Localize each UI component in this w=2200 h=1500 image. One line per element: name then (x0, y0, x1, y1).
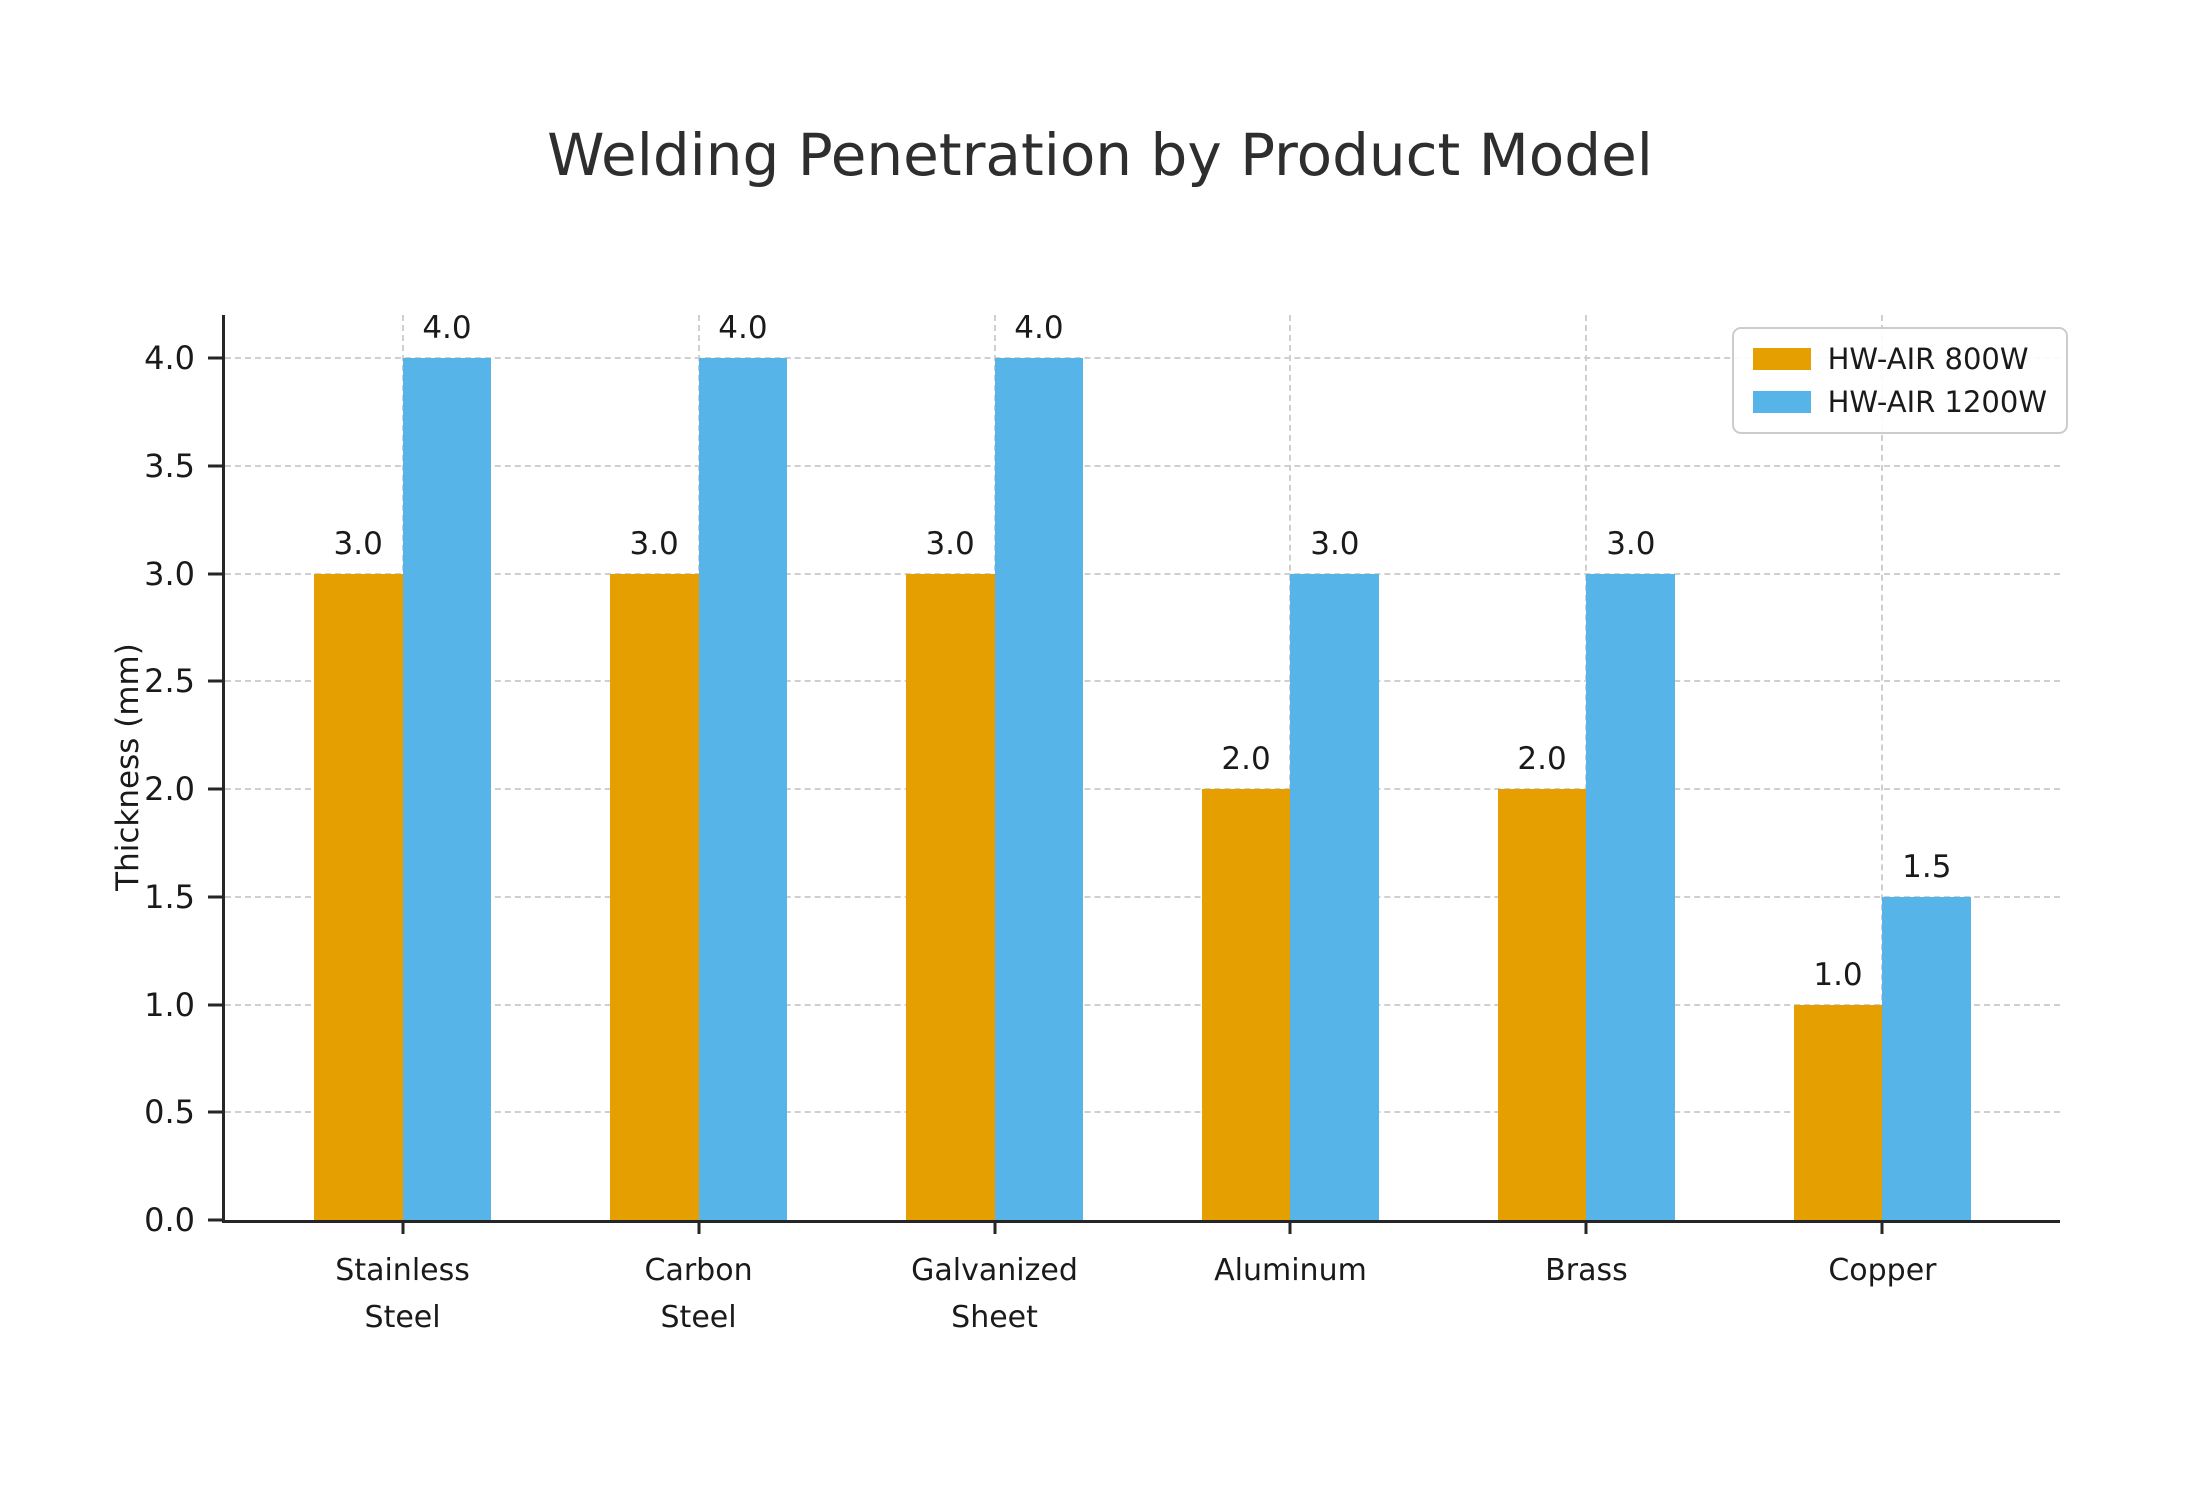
legend-swatch-icon (1752, 348, 1811, 370)
x-tick-mark (697, 1220, 701, 1234)
gridline-horizontal (225, 357, 2060, 360)
bar-hw-air-1200w-aluminum (1290, 573, 1380, 1220)
legend-item-hw-air-800w: HW-AIR 800W (1752, 342, 2047, 376)
y-tick-label: 2.5 (144, 662, 195, 701)
bar-value-label: 3.0 (1310, 525, 1360, 562)
y-tick-mark (208, 356, 222, 360)
bar-value-label: 3.0 (925, 525, 975, 562)
bar-value-label: 1.5 (1902, 848, 1952, 885)
x-tick-mark (1880, 1220, 1884, 1234)
bar-hw-air-800w-brass (1497, 789, 1587, 1220)
bar-hw-air-1200w-stainless-steel (402, 358, 492, 1220)
bar-value-label: 4.0 (718, 310, 768, 347)
y-tick-mark (208, 1110, 222, 1114)
bar-value-label: 2.0 (1517, 741, 1567, 778)
bar-value-label: 4.0 (422, 310, 472, 347)
gridline-horizontal (225, 572, 2060, 575)
bar-hw-air-800w-stainless-steel (313, 573, 403, 1220)
bar-hw-air-800w-copper (1793, 1004, 1883, 1220)
gridline-horizontal (225, 895, 2060, 898)
legend-item-hw-air-1200w: HW-AIR 1200W (1752, 385, 2047, 419)
x-tick-label-brass: Brass (1545, 1253, 1628, 1288)
y-tick-label: 1.5 (144, 877, 195, 916)
x-tick-label-copper: Copper (1828, 1253, 1937, 1288)
y-tick-mark (208, 572, 222, 576)
y-tick-label: 3.0 (144, 554, 195, 593)
y-axis-label: Thickness (mm) (110, 643, 146, 891)
bar-hw-air-800w-aluminum (1201, 789, 1291, 1220)
gridline-vertical (1881, 315, 1884, 1220)
bar-hw-air-1200w-carbon-steel (698, 358, 788, 1220)
y-tick-label: 0.0 (144, 1201, 195, 1239)
bar-value-label: 3.0 (1606, 525, 1656, 562)
gridline-horizontal (225, 680, 2060, 683)
x-tick-mark (993, 1220, 997, 1234)
x-tick-mark (401, 1220, 405, 1234)
legend-swatch-icon (1752, 391, 1811, 413)
bar-hw-air-800w-galvanized-sheet (905, 573, 995, 1220)
y-tick-label: 3.5 (144, 446, 195, 485)
chart-title: Welding Penetration by Product Model (547, 121, 1653, 189)
y-tick-mark (208, 787, 222, 791)
legend-label: HW-AIR 1200W (1827, 385, 2047, 419)
y-tick-label: 2.0 (144, 770, 195, 809)
gridline-horizontal (225, 788, 2060, 791)
y-tick-label: 1.0 (144, 985, 195, 1024)
gridline-horizontal (225, 464, 2060, 467)
bar-hw-air-1200w-brass (1586, 573, 1676, 1220)
y-tick-label: 0.5 (144, 1093, 195, 1132)
bar-value-label: 3.0 (333, 525, 383, 562)
y-tick-mark (208, 1218, 222, 1222)
plot-area: HW-AIR 800W HW-AIR 1200W 0.0 0.5 1.0 1.5 2.0 2… (144, 310, 2068, 1335)
gridline-horizontal (225, 1003, 2060, 1006)
x-tick-mark (1584, 1220, 1588, 1234)
bar-value-label: 2.0 (1221, 741, 1271, 778)
legend-label: HW-AIR 800W (1827, 342, 2029, 376)
bar-hw-air-800w-carbon-steel (609, 573, 699, 1220)
bar-value-label: 1.0 (1813, 956, 1863, 993)
x-tick-label-galvanized-sheet: Galvanized Sheet (911, 1253, 1078, 1335)
bar-hw-air-1200w-copper (1882, 896, 1972, 1220)
bar-value-label: 4.0 (1014, 310, 1064, 347)
bar-value-label: 3.0 (629, 525, 679, 562)
x-tick-label-stainless-steel: Stainless Steel (335, 1253, 470, 1335)
y-tick-mark (208, 679, 222, 683)
bar-hw-air-1200w-galvanized-sheet (994, 358, 1084, 1220)
y-tick-mark (208, 464, 222, 468)
y-tick-mark (208, 895, 222, 899)
y-tick-mark (208, 1003, 222, 1007)
x-tick-mark (1288, 1220, 1292, 1234)
y-tick-label: 4.0 (144, 339, 195, 378)
legend: HW-AIR 800W HW-AIR 1200W (1731, 327, 2068, 434)
x-tick-label-aluminum: Aluminum (1214, 1253, 1367, 1288)
x-tick-label-carbon-steel: Carbon Steel (644, 1253, 753, 1335)
gridline-horizontal (225, 1111, 2060, 1114)
